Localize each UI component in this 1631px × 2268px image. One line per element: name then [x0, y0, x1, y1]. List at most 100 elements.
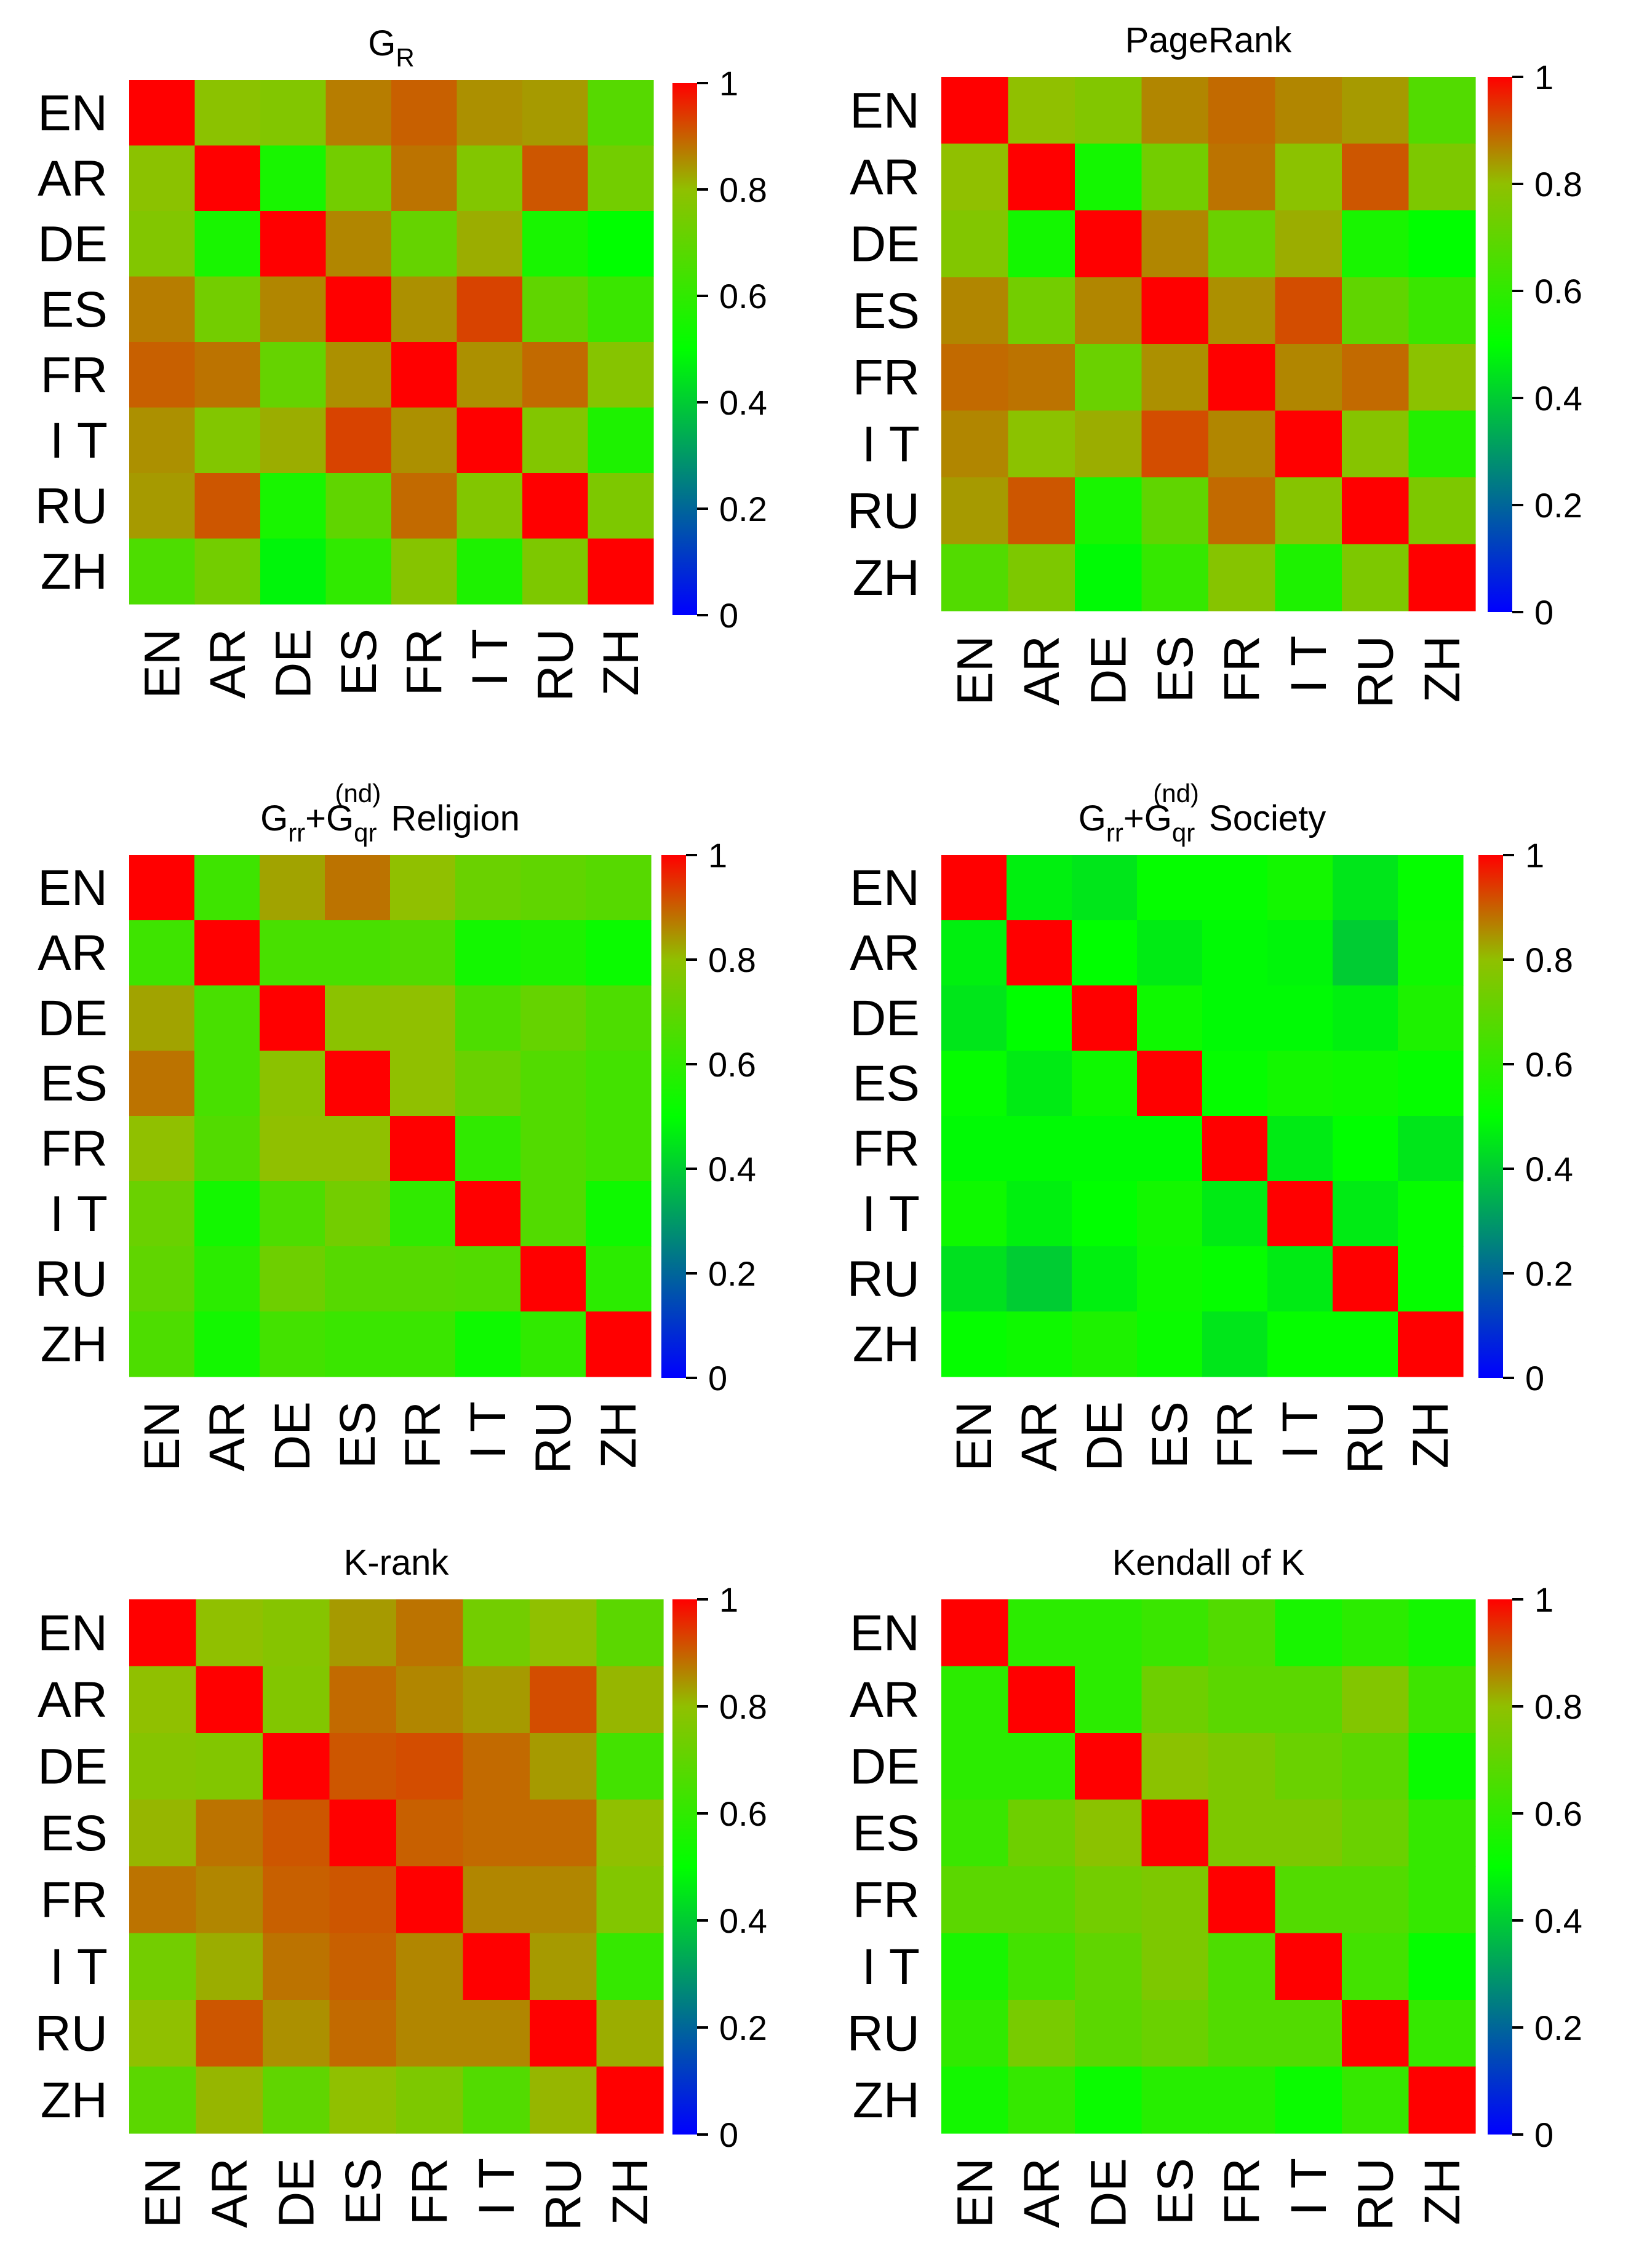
heatmap-cell: [396, 2066, 464, 2134]
panel-title: Kendall of K: [1112, 1543, 1305, 1583]
heatmap-cell: [325, 211, 392, 277]
heatmap-cell: [463, 2066, 530, 2134]
heatmap-cell: [1398, 855, 1464, 921]
column-label: AR: [199, 1401, 255, 1471]
colorbar: [661, 855, 686, 1378]
heatmap-cell: [1275, 210, 1342, 278]
heatmap-cell: [1267, 1246, 1333, 1312]
column-label: DE: [265, 1401, 321, 1471]
heatmap-cell: [390, 1051, 456, 1116]
heatmap-cell: [196, 1933, 263, 2000]
heatmap-cell: [1408, 2066, 1476, 2134]
colorbar-tick-label: 0.6: [719, 277, 767, 316]
heatmap-cell: [522, 538, 589, 605]
heatmap-cell: [1342, 344, 1410, 412]
heatmap-cell: [588, 145, 654, 212]
heatmap-cell: [260, 1246, 325, 1312]
panel-title-part: K-rank: [344, 1543, 450, 1583]
heatmap-cell: [1141, 77, 1209, 145]
heatmap-cell: [522, 342, 589, 408]
heatmap-cell: [129, 1866, 197, 1934]
heatmap-cell: [455, 1051, 521, 1116]
row-label: EN: [850, 1605, 920, 1661]
row-label: DE: [38, 1738, 108, 1794]
colorbar-tick-label: 1: [1534, 58, 1553, 97]
heatmap-cell: [329, 1799, 397, 1867]
heatmap-cell: [129, 342, 196, 408]
heatmap-cell: [1342, 77, 1410, 145]
heatmap-cell: [941, 1181, 1007, 1247]
heatmap-cell: [1333, 1311, 1398, 1377]
heatmap-cell: [520, 1116, 586, 1182]
colorbar-tick-label: 0.4: [1534, 379, 1582, 418]
heatmap-cell: [588, 538, 654, 605]
heatmap-cell: [1408, 143, 1476, 211]
column-label: FR: [402, 2158, 458, 2225]
colorbar-tick-label: 0.2: [719, 2008, 767, 2047]
heatmap-cell: [1141, 2000, 1209, 2067]
heatmap-cell: [586, 855, 652, 921]
heatmap-cell: [1398, 1051, 1464, 1116]
heatmap-cell: [396, 1799, 464, 1867]
column-label: ZH: [1414, 2158, 1470, 2225]
heatmap-cell: [260, 1181, 325, 1247]
heatmap-cell: [941, 1051, 1007, 1116]
heatmap-cell: [194, 145, 261, 212]
heatmap-cell: [1202, 1051, 1268, 1116]
heatmap-cell: [129, 2000, 197, 2067]
heatmap-cell: [391, 473, 458, 539]
heatmap-cell: [1398, 1311, 1464, 1377]
heatmap-cell: [1342, 1666, 1410, 1733]
heatmap-cell: [455, 1311, 521, 1377]
column-label: FR: [396, 629, 452, 696]
heatmap-cell: [260, 473, 327, 539]
heatmap-cell: [325, 985, 391, 1051]
heatmap-cell: [1202, 985, 1268, 1051]
column-label: ZH: [1403, 1401, 1459, 1468]
heatmap-cell: [194, 538, 261, 605]
heatmap-cell: [194, 855, 260, 921]
colorbar-tick-label: 0.8: [708, 941, 756, 979]
heatmap-cell: [129, 1933, 197, 2000]
heatmap-cell: [1007, 985, 1072, 1051]
heatmap-cell: [1267, 1051, 1333, 1116]
colorbar-tick-label: 0.2: [1525, 1254, 1573, 1293]
heatmap-cell: [1007, 1051, 1072, 1116]
panel-title-part: Religion: [381, 798, 520, 838]
heatmap-cell: [941, 1246, 1007, 1312]
heatmap-cell: [1408, 1866, 1476, 1934]
colorbar-tick-label: 0.8: [1525, 941, 1573, 979]
heatmap-cell: [1007, 1311, 1072, 1377]
heatmap-cell: [129, 855, 195, 921]
heatmap-cell: [1333, 1246, 1398, 1312]
colorbar-tick-label: 1: [708, 836, 727, 875]
heatmap-cell: [455, 1116, 521, 1182]
heatmap-cell: [457, 276, 523, 343]
heatmap-cell: [263, 1866, 330, 1934]
colorbar-tick-label: 0.6: [1534, 1794, 1582, 1833]
heatmap-cell: [325, 538, 392, 605]
colorbar-tick-label: 1: [719, 64, 738, 103]
heatmap-cell: [1141, 143, 1209, 211]
heatmap-cell: [194, 1246, 260, 1312]
row-label: ES: [853, 1056, 920, 1112]
column-label: RU: [535, 2158, 591, 2230]
heatmap-cell: [1141, 277, 1209, 344]
heatmap-cell: [1075, 344, 1142, 412]
heatmap-cell: [1275, 1666, 1342, 1733]
heatmap-cell: [1208, 344, 1276, 412]
column-label: I T: [1281, 635, 1337, 693]
heatmap-cell: [1137, 920, 1203, 986]
heatmap-cell: [396, 1866, 464, 1934]
heatmap-cell: [129, 80, 196, 146]
column-label: AR: [1014, 2158, 1070, 2228]
heatmap-cell: [455, 1246, 521, 1312]
heatmap-cell: [941, 210, 1009, 278]
heatmap-cell: [1008, 1599, 1075, 1667]
heatmap-cell: [520, 1311, 586, 1377]
row-label: FR: [41, 347, 108, 403]
heatmap-cell: [941, 544, 1009, 611]
